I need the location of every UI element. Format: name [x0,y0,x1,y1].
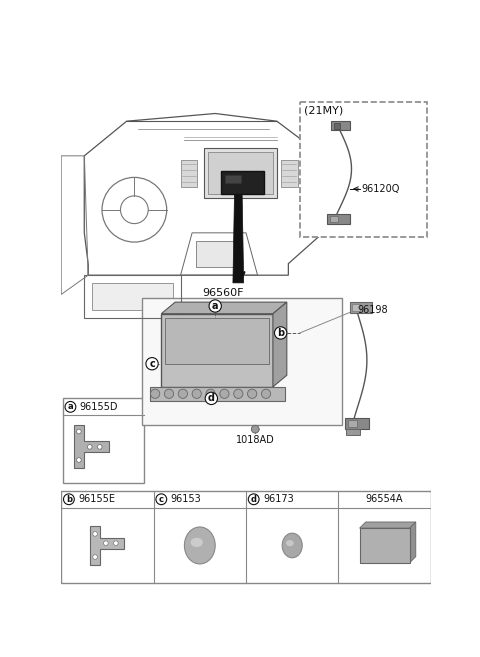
Text: 96560F: 96560F [202,288,244,298]
Bar [221,171,264,194]
Polygon shape [74,425,109,468]
Circle shape [156,494,167,505]
Circle shape [275,327,287,339]
Bar [346,429,360,436]
Bar [330,216,337,222]
Circle shape [97,445,102,449]
Text: a: a [212,301,218,311]
Circle shape [87,445,92,449]
Bar [352,304,360,311]
Bar [327,214,350,225]
Circle shape [248,494,259,505]
Text: 96155D: 96155D [80,402,118,412]
Circle shape [234,389,243,398]
Circle shape [262,389,271,398]
Text: c: c [149,359,155,369]
Circle shape [93,555,97,559]
Bar [180,160,197,187]
Circle shape [206,389,215,398]
Polygon shape [409,522,416,563]
Circle shape [151,389,160,398]
Text: (21MY): (21MY) [304,106,343,116]
Bar [345,418,369,429]
Circle shape [65,401,76,412]
Bar [204,148,277,198]
Text: d: d [208,394,215,403]
Circle shape [248,389,257,398]
Ellipse shape [191,538,203,547]
Bar [300,102,427,237]
Text: 96198: 96198 [358,305,388,315]
Bar [61,491,431,583]
Text: c: c [159,495,164,504]
Bar [334,123,340,129]
Bar [150,387,285,401]
Text: 96155E: 96155E [78,494,115,505]
Bar [196,240,242,267]
Text: d: d [251,495,257,504]
Circle shape [252,425,259,433]
Circle shape [77,429,81,434]
Circle shape [192,389,201,398]
Polygon shape [233,194,244,283]
Bar [225,175,240,183]
Bar [165,317,269,364]
Ellipse shape [282,533,302,558]
Bar [348,420,357,427]
Circle shape [114,541,118,545]
Text: b: b [66,495,72,504]
Circle shape [220,389,229,398]
Text: 96554A: 96554A [366,494,403,505]
Circle shape [209,300,221,312]
Circle shape [104,541,108,545]
Ellipse shape [286,540,294,546]
Bar [350,302,372,313]
Bar [331,121,350,131]
Bar [142,298,342,425]
Text: 96153: 96153 [170,494,201,505]
Text: a: a [68,402,73,411]
Circle shape [77,458,81,463]
Circle shape [178,389,188,398]
Bar [360,528,409,563]
Circle shape [164,389,174,398]
Text: 96173: 96173 [263,494,294,505]
Polygon shape [360,522,416,528]
Polygon shape [273,302,287,387]
Ellipse shape [184,527,215,564]
Bar [161,313,273,387]
Circle shape [93,532,97,536]
Circle shape [205,392,217,405]
Polygon shape [90,526,124,565]
Text: 1018AD: 1018AD [236,436,275,445]
Text: 96120Q: 96120Q [361,184,400,194]
Polygon shape [161,302,287,313]
Bar [92,283,173,310]
Circle shape [146,357,158,370]
Circle shape [63,494,74,505]
Text: b: b [277,328,284,338]
Bar [63,398,144,483]
Bar [281,160,298,187]
Bar [207,152,273,194]
